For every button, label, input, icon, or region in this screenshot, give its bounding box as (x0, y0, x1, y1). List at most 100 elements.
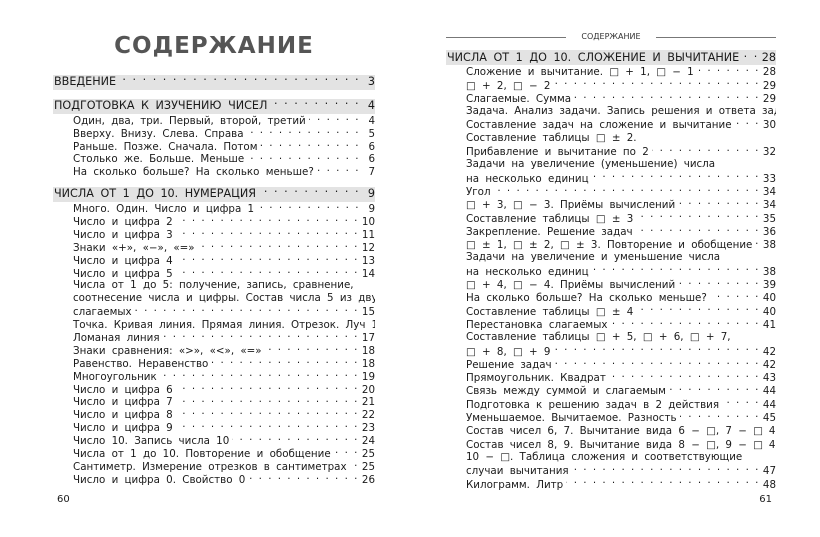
entry-title: Числа от 1 до 10. Повторение и обобщение (73, 448, 331, 460)
page-ref: 24 (361, 435, 375, 448)
entry-title: Прибавление и вычитание по 2 (466, 146, 649, 159)
entry-title: Число и цифра 0. Свойство 0 (73, 473, 246, 486)
dot-leader (678, 278, 760, 288)
toc-entry[interactable]: □ + 4, □ − 4. Приёмы вычислений 39 (446, 278, 776, 291)
toc-entry[interactable]: Задачи на увеличение и уменьшение числа (446, 251, 776, 264)
entry-title: Состав чисел 6, 7. Вычитание вида 6 − □,… (466, 425, 763, 438)
toc-entry[interactable]: Раньше. Позже. Сначала. Потом 6 (53, 140, 375, 153)
toc-section[interactable]: ВВЕДЕНИЕ 3 (53, 75, 375, 90)
entry-title: Столько же. Больше. Меньше (73, 153, 245, 166)
dot-leader (176, 395, 359, 405)
page-ref: 17 (361, 332, 375, 344)
toc-entry[interactable]: Числа от 1 до 5: получение, запись, срав… (53, 279, 375, 292)
toc-entry[interactable]: Прибавление и вычитание по 2 32 (446, 145, 776, 158)
toc-entry[interactable]: Число и цифра 7 21 (53, 395, 375, 408)
dot-leader (265, 344, 359, 354)
toc-entry[interactable]: Вверху. Внизу. Слева. Справа 5 (53, 127, 375, 140)
toc-entry[interactable]: слагаемых 15 (53, 305, 375, 318)
entry-title: ЧИСЛА ОТ 1 ДО 10. СЛОЖЕНИЕ И ВЫЧИТАНИЕ (447, 51, 740, 64)
dot-leader (572, 464, 760, 474)
toc-entry[interactable]: □ + 2, □ − 2 29 (446, 79, 776, 92)
toc-entry[interactable]: □ + 3, □ − 3. Приёмы вычислений 34 (446, 198, 776, 211)
toc-entry[interactable]: Равенство. Неравенство 18 (53, 357, 375, 370)
page-ref: 6 (368, 153, 375, 166)
toc-entry[interactable]: Знаки сравнения: «>», «<», «=» 18 (53, 344, 375, 357)
toc-entry[interactable]: Один, два, три. Первый, второй, третий 4 (53, 114, 375, 127)
toc-entry[interactable]: Столько же. Больше. Меньше 6 (53, 152, 375, 165)
toc-entry[interactable]: Число и цифра 4 13 (53, 254, 375, 267)
toc-entry[interactable]: Число 10. Запись числа 10 24 (53, 434, 375, 447)
toc-entry[interactable]: Число и цифра 0. Свойство 0 26 (53, 473, 375, 486)
toc-entry[interactable]: Закрепление. Решение задач 36 (446, 225, 776, 238)
toc-entry[interactable]: на несколько единиц 33 (446, 172, 776, 185)
entry-title: □ + 3, □ − 3. Приёмы вычислений (466, 199, 676, 212)
dot-leader (636, 212, 760, 222)
toc-entry[interactable]: Слагаемые. Сумма 29 (446, 92, 776, 105)
toc-entry[interactable]: Решение задач 42 (446, 358, 776, 371)
dot-leader (678, 198, 760, 208)
toc-entry[interactable]: Точка. Кривая линия. Прямая линия. Отрез… (53, 318, 375, 331)
toc-section[interactable]: ПОДГОТОВКА К ИЗУЧЕНИЮ ЧИСЕЛ 4 (53, 98, 375, 114)
toc-entry[interactable]: 10 − □. Таблица сложения и соответствующ… (446, 451, 776, 464)
toc-entry[interactable]: Прямоугольник. Квадрат 43 (446, 371, 776, 384)
page-ref: 48 (762, 478, 776, 491)
dot-leader (259, 187, 360, 197)
toc-entry[interactable]: Связь между суммой и слагаемым 44 (446, 384, 776, 397)
toc-entry[interactable]: Состав чисел 8, 9. Вычитание вида 8 − □,… (446, 438, 776, 451)
toc-entry[interactable]: случаи вычитания 47 (446, 464, 776, 477)
toc-entry[interactable]: Многоугольник 19 (53, 370, 375, 383)
toc-entry[interactable]: Сложение и вычитание. □ + 1, □ − 1 28 (446, 65, 776, 78)
toc-entry[interactable]: □ ± 1, □ ± 2, □ ± 3. Повторение и обобще… (446, 238, 776, 251)
entry-title: Число и цифра 5 (73, 267, 173, 280)
toc-entry[interactable]: Подготовка к решению задач в 2 действия 4… (446, 398, 776, 411)
page-ref: 34 (762, 185, 776, 198)
toc-entry[interactable]: Задача. Анализ задачи. Запись решения и … (446, 105, 776, 118)
dot-leader (697, 65, 760, 75)
dot-leader (176, 254, 359, 264)
rule (656, 37, 776, 38)
toc-entry[interactable]: Составление таблицы □ ± 4 40 (446, 305, 776, 318)
toc-entry[interactable]: Составление таблицы □ + 5, □ + 6, □ + 7, (446, 331, 776, 344)
toc-entry[interactable]: Килограмм. Литр 48 (446, 478, 776, 491)
toc-entry[interactable]: □ + 8, □ + 9 42 (446, 345, 776, 358)
entry-title: Задачи на увеличение и уменьшение числа (466, 251, 721, 264)
page-ref: 36 (762, 225, 776, 238)
toc-entry[interactable]: Число и цифра 8 22 (53, 408, 375, 421)
running-head-text: СОДЕРЖАНИЕ (581, 32, 641, 41)
entry-title: Число и цифра 7 (73, 396, 173, 409)
page-ref: 18 (361, 344, 375, 357)
page-ref: 30 (762, 119, 776, 132)
entry-title: ЧИСЛА ОТ 1 ДО 10. НУМЕРАЦИЯ (54, 187, 256, 201)
toc-entry[interactable]: На сколько больше? На сколько меньше? 40 (446, 291, 776, 304)
toc-entry[interactable]: Составление задач на сложение и вычитани… (446, 118, 776, 131)
toc-section[interactable]: ЧИСЛА ОТ 1 ДО 10. СЛОЖЕНИЕ И ВЫЧИТАНИЕ 28 (446, 50, 776, 66)
toc-entry[interactable]: Числа от 1 до 10. Повторение и обобщение… (53, 447, 375, 460)
toc-entry[interactable]: Составление таблицы □ ± 3 35 (446, 212, 776, 225)
toc-entry[interactable]: На сколько больше? На сколько меньше? 7 (53, 165, 375, 178)
toc-entry[interactable]: Задачи на увеличение (уменьшение) числа (446, 158, 776, 171)
toc-entry[interactable]: Число и цифра 2 10 (53, 215, 375, 228)
toc-entry[interactable]: Число и цифра 6 20 (53, 383, 375, 396)
toc-entry[interactable]: Угол 34 (446, 185, 776, 198)
toc-entry[interactable]: соотнесение числа и цифры. Состав числа … (53, 292, 375, 305)
toc-entry[interactable]: Составление таблицы □ ± 2. (446, 132, 776, 145)
entry-title: Точка. Кривая линия. Прямая линия. Отрез… (73, 319, 366, 332)
toc-entry[interactable]: Знаки «+», «−», «=» 12 (53, 241, 375, 254)
entry-title: Составление задач на сложение и вычитани… (466, 119, 732, 132)
page-ref: 11 (361, 228, 375, 241)
toc-entry[interactable]: на несколько единиц 38 (446, 265, 776, 278)
toc-entry[interactable]: Состав чисел 6, 7. Вычитание вида 6 − □,… (446, 424, 776, 437)
entry-title: Перестановка слагаемых (466, 318, 608, 331)
toc-list: ЧИСЛА ОТ 1 ДО 10. СЛОЖЕНИЕ И ВЫЧИТАНИЕ 28… (446, 50, 776, 491)
toc-section[interactable]: ЧИСЛА ОТ 1 ДО 10. НУМЕРАЦИЯ 9 (53, 187, 375, 203)
toc-entry[interactable]: Число и цифра 9 23 (53, 421, 375, 434)
toc-entry[interactable]: Число и цифра 5 14 (53, 267, 375, 280)
dot-leader (574, 92, 760, 102)
toc-entry[interactable]: Уменьшаемое. Вычитаемое. Разность 45 (446, 411, 776, 424)
toc-entry[interactable]: Перестановка слагаемых 41 (446, 318, 776, 331)
toc-entry[interactable]: Ломаная линия 17 (53, 331, 375, 344)
entry-title: Килограмм. Литр (466, 478, 564, 491)
toc-entry[interactable]: Много. Один. Число и цифра 1 9 (53, 202, 375, 215)
toc-entry[interactable]: Число и цифра 3 11 (53, 228, 375, 241)
toc-entry[interactable]: Сантиметр. Измерение отрезков в сантимет… (53, 460, 375, 473)
